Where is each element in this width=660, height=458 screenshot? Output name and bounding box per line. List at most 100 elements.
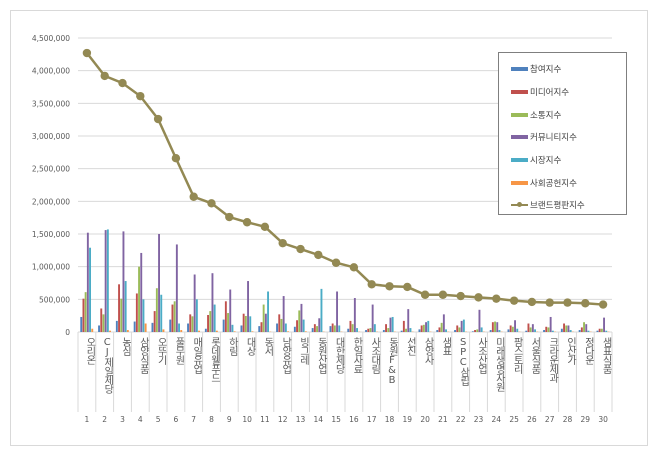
bar-1-27 [563, 323, 565, 332]
y-tick-label: 3,000,000 [32, 132, 70, 141]
legend-swatch [511, 158, 528, 163]
bar-1-19 [420, 325, 423, 332]
line-point-4 [153, 114, 163, 124]
bar-0-5 [169, 319, 172, 332]
bar-3-0 [86, 232, 89, 332]
bar-4-0 [89, 247, 91, 332]
bar-2-2 [120, 298, 123, 332]
bar-3-15 [353, 298, 356, 332]
bar-4-8 [231, 324, 234, 332]
bar-3-6 [193, 274, 196, 332]
line-point-3 [136, 91, 145, 101]
bar-0-3 [133, 321, 136, 332]
y-tick-label: 1,000,000 [32, 263, 70, 272]
bar-1-3 [135, 293, 138, 332]
bar-3-9 [247, 281, 249, 332]
legend-label: 커뮤니티지수 [530, 133, 577, 144]
bar-2-21 [458, 327, 461, 332]
category-label: 대한제당 [333, 337, 345, 373]
bar-0-23 [489, 330, 492, 332]
bar-2-25 [529, 327, 532, 332]
bar-4-23 [498, 330, 501, 332]
bar-3-11 [282, 296, 285, 332]
rank-label: 13 [296, 415, 306, 424]
bar-4-25 [534, 329, 536, 332]
bar-2-17 [387, 328, 390, 332]
bar-2-20 [440, 322, 443, 332]
bar-3-2 [122, 231, 125, 332]
category-label: 동원산업 [315, 337, 327, 373]
rank-label: 21 [438, 415, 448, 424]
bar-3-24 [514, 320, 516, 332]
line-point-20 [438, 290, 448, 299]
bar-0-9 [240, 325, 243, 332]
bar-0-13 [311, 328, 314, 332]
line-point-12 [296, 244, 305, 254]
bar-2-23 [494, 321, 496, 332]
line-point-1 [100, 71, 109, 81]
bar-0-6 [187, 323, 189, 332]
bar-4-7 [213, 304, 216, 332]
line-point-6 [189, 192, 198, 201]
line-point-26 [545, 298, 554, 307]
bar-1-2 [118, 284, 120, 332]
bar-3-23 [496, 322, 499, 332]
rank-label: 19 [403, 415, 413, 424]
bar-4-20 [445, 329, 447, 332]
legend-item: 커뮤니티지수 [511, 126, 626, 149]
legend-label: 참여지수 [530, 65, 562, 76]
bar-3-19 [425, 322, 427, 332]
bar-1-22 [474, 330, 476, 332]
bar-2-22 [476, 329, 479, 332]
bar-3-17 [389, 317, 392, 332]
bar-2-24 [511, 326, 514, 332]
bar-3-4 [158, 234, 160, 332]
legend-swatch [511, 90, 528, 95]
rank-label: 4 [138, 415, 143, 424]
bar-1-28 [580, 327, 583, 332]
rank-label: 26 [527, 415, 537, 424]
bar-2-3 [138, 266, 140, 332]
bar-2-27 [565, 325, 568, 332]
y-tick-label: 0 [65, 328, 70, 337]
bar-5-11 [287, 331, 289, 332]
bar-5-7 [215, 330, 218, 332]
rank-label: 24 [492, 415, 502, 424]
bar-4-9 [249, 316, 252, 332]
rank-label: 30 [598, 415, 608, 424]
bar-0-27 [560, 328, 563, 332]
legend-item: 사회공헌지수 [511, 171, 626, 194]
bar-3-8 [229, 289, 232, 332]
bar-1-21 [456, 325, 459, 332]
legend-swatch [511, 112, 528, 117]
bar-4-16 [373, 324, 376, 332]
bar-0-7 [204, 328, 207, 332]
rank-label: 3 [120, 415, 125, 424]
bar-1-1 [100, 308, 103, 332]
bar-5-0 [91, 328, 94, 332]
category-label: 서울식품 [528, 337, 540, 373]
bar-0-21 [454, 330, 456, 332]
bar-0-11 [276, 323, 278, 332]
bar-3-1 [104, 230, 107, 332]
line-point-11 [278, 238, 287, 248]
bar-4-28 [587, 330, 590, 332]
y-tick-label: 500,000 [39, 295, 70, 304]
bar-5-9 [251, 331, 254, 332]
bar-0-12 [293, 326, 296, 332]
bar-2-19 [422, 324, 425, 332]
bar-0-0 [80, 316, 83, 332]
line-point-13 [314, 250, 323, 260]
category-label: 삼양사 [422, 337, 434, 364]
bar-4-21 [462, 319, 465, 332]
bar-4-13 [320, 288, 323, 332]
bar-4-19 [427, 320, 430, 332]
category-label: 매일유업 [190, 337, 202, 373]
bar-0-2 [115, 320, 118, 332]
bar-4-22 [480, 327, 483, 332]
bar-2-9 [244, 315, 247, 332]
bar-3-25 [531, 324, 534, 332]
bar-4-26 [551, 330, 554, 332]
rank-label: 18 [385, 415, 395, 424]
